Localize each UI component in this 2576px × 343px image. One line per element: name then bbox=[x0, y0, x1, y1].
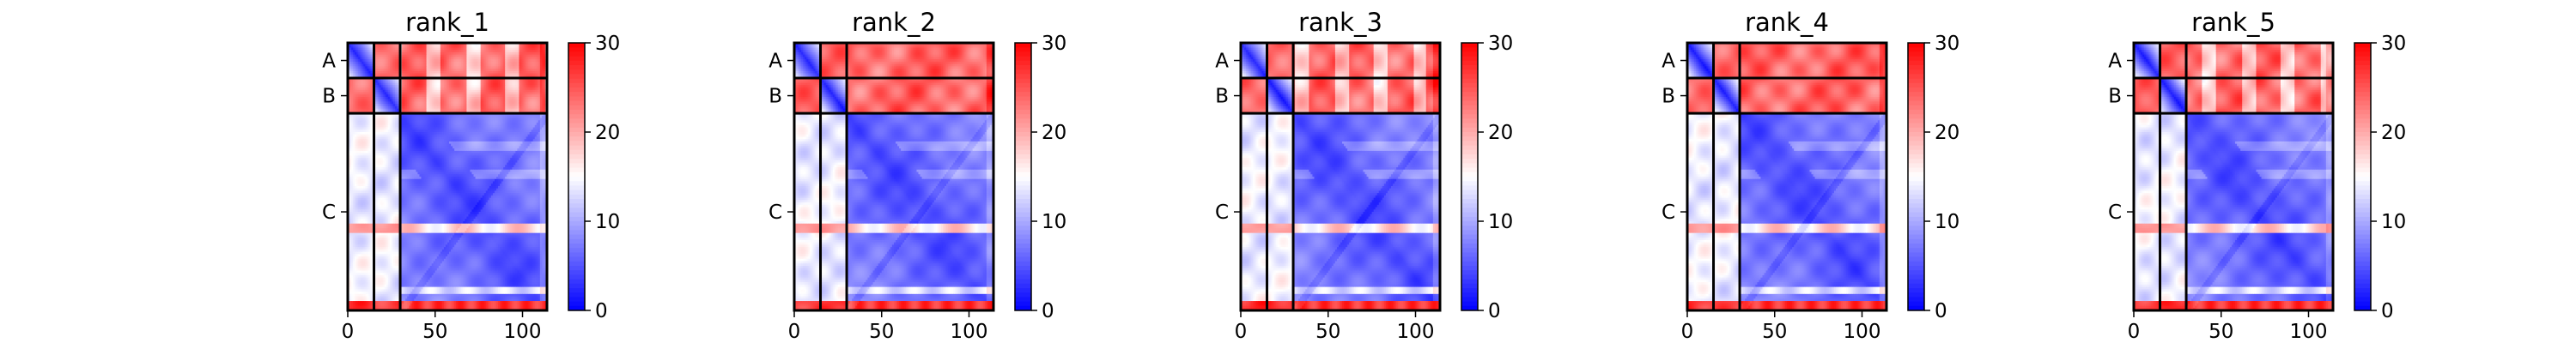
heatmap-rank_1 bbox=[348, 43, 547, 310]
